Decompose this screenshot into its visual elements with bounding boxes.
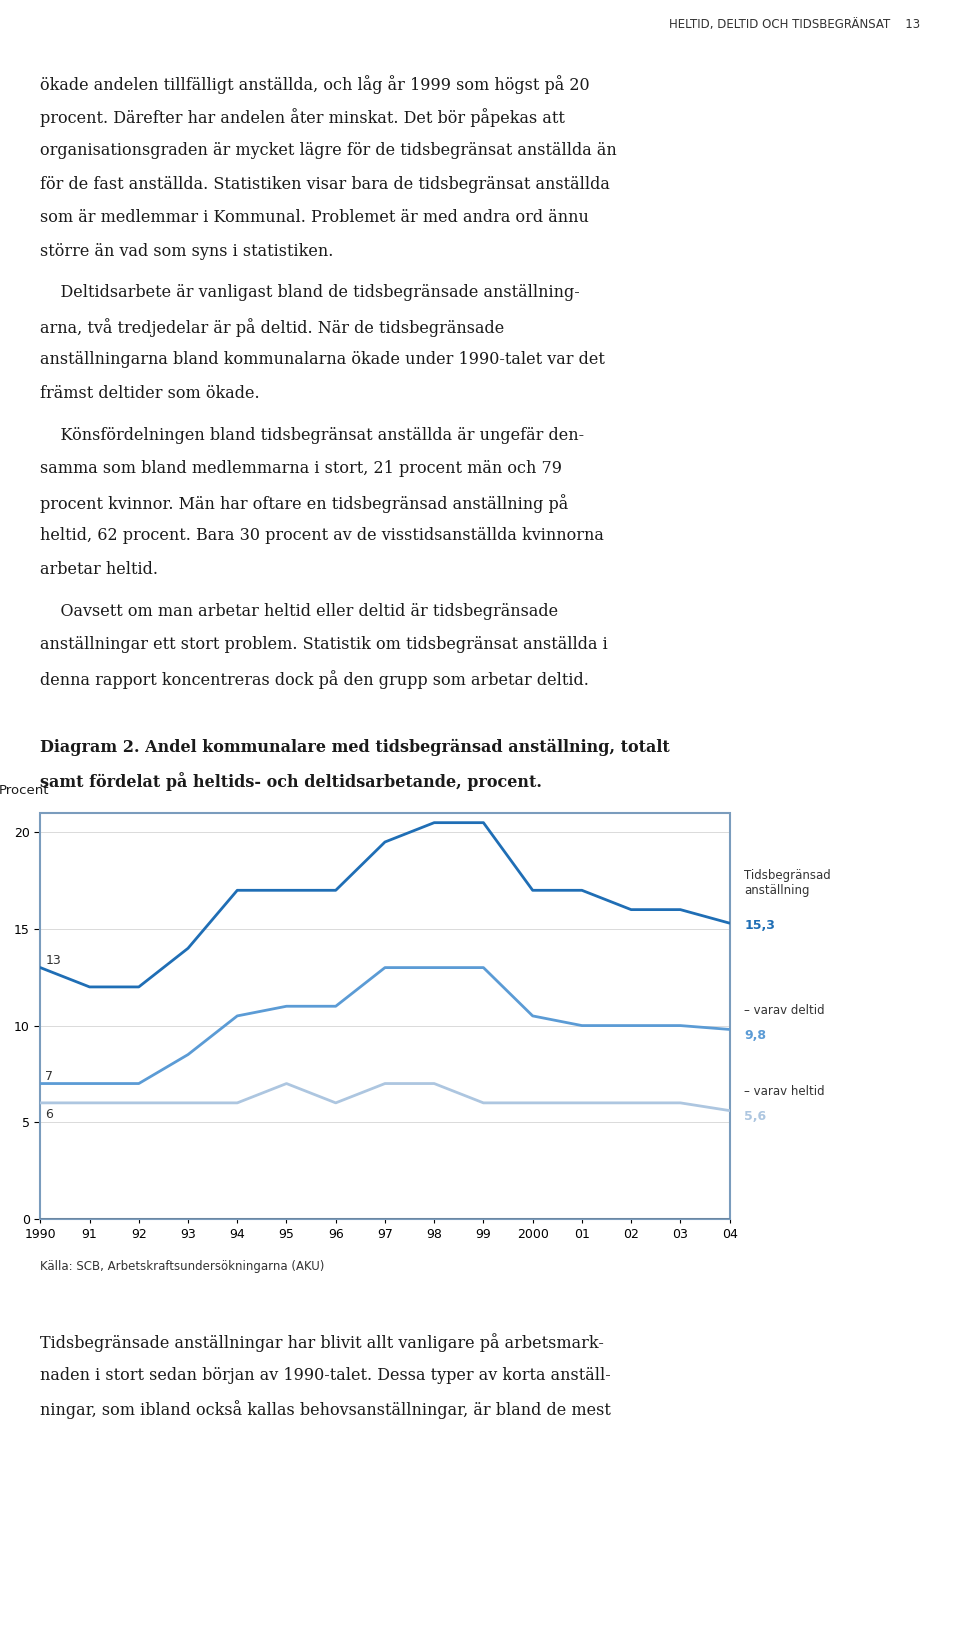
Text: Källa: SCB, Arbetskraftsundersökningarna (AKU): Källa: SCB, Arbetskraftsundersökningarna… — [40, 1260, 324, 1273]
Text: anställningar ett stort problem. Statistik om tidsbegränsat anställda i: anställningar ett stort problem. Statist… — [40, 636, 608, 653]
Text: Procent: Procent — [0, 784, 50, 797]
Text: anställningarna bland kommunalarna ökade under 1990-talet var det: anställningarna bland kommunalarna ökade… — [40, 352, 605, 368]
Text: Oavsett om man arbetar heltid eller deltid är tidsbegränsade: Oavsett om man arbetar heltid eller delt… — [40, 602, 559, 620]
Text: 13: 13 — [45, 954, 61, 967]
Text: denna rapport koncentreras dock på den grupp som arbetar deltid.: denna rapport koncentreras dock på den g… — [40, 669, 589, 689]
Text: samt fördelat på heltids- och deltidsarbetande, procent.: samt fördelat på heltids- och deltidsarb… — [40, 772, 542, 792]
Text: Tidsbegränsad
anställning: Tidsbegränsad anställning — [744, 869, 831, 897]
Text: 5,6: 5,6 — [744, 1111, 766, 1124]
Text: Diagram 2. Andel kommunalare med tidsbegränsad anställning, totalt: Diagram 2. Andel kommunalare med tidsbeg… — [40, 739, 670, 756]
Text: arbetar heltid.: arbetar heltid. — [40, 561, 158, 578]
Text: främst deltider som ökade.: främst deltider som ökade. — [40, 384, 260, 402]
Text: samma som bland medlemmarna i stort, 21 procent män och 79: samma som bland medlemmarna i stort, 21 … — [40, 460, 563, 478]
Text: – varav heltid: – varav heltid — [744, 1085, 825, 1098]
Text: naden i stort sedan början av 1990-talet. Dessa typer av korta anställ-: naden i stort sedan början av 1990-talet… — [40, 1368, 612, 1384]
Text: 6: 6 — [45, 1108, 53, 1121]
Text: som är medlemmar i Kommunal. Problemet är med andra ord ännu: som är medlemmar i Kommunal. Problemet ä… — [40, 209, 589, 226]
Text: HELTID, DELTID OCH TIDSBEGRÄNSAT    13: HELTID, DELTID OCH TIDSBEGRÄNSAT 13 — [668, 18, 920, 31]
Text: Tidsbegränsade anställningar har blivit allt vanligare på arbetsmark-: Tidsbegränsade anställningar har blivit … — [40, 1333, 604, 1353]
Text: Könsfördelningen bland tidsbegränsat anställda är ungefär den-: Könsfördelningen bland tidsbegränsat ans… — [40, 427, 585, 443]
Text: arna, två tredjedelar är på deltid. När de tidsbegränsade: arna, två tredjedelar är på deltid. När … — [40, 317, 505, 337]
Bar — [40, 813, 730, 1219]
Text: större än vad som syns i statistiken.: större än vad som syns i statistiken. — [40, 242, 334, 260]
Text: 15,3: 15,3 — [744, 919, 776, 933]
Text: – varav deltid: – varav deltid — [744, 1005, 825, 1018]
Text: organisationsgraden är mycket lägre för de tidsbegränsat anställda än: organisationsgraden är mycket lägre för … — [40, 142, 617, 159]
Text: heltid, 62 procent. Bara 30 procent av de visstidsanställda kvinnorna: heltid, 62 procent. Bara 30 procent av d… — [40, 527, 604, 545]
Text: procent. Därefter har andelen åter minskat. Det bör påpekas att: procent. Därefter har andelen åter minsk… — [40, 108, 565, 128]
Text: Deltidsarbete är vanligast bland de tidsbegränsade anställning-: Deltidsarbete är vanligast bland de tids… — [40, 285, 580, 301]
Text: ningar, som ibland också kallas behovsanställningar, är bland de mest: ningar, som ibland också kallas behovsan… — [40, 1400, 612, 1420]
Text: ökade andelen tillfälligt anställda, och låg år 1999 som högst på 20: ökade andelen tillfälligt anställda, och… — [40, 75, 590, 93]
Text: 7: 7 — [45, 1070, 53, 1083]
Text: procent kvinnor. Män har oftare en tidsbegränsad anställning på: procent kvinnor. Män har oftare en tidsb… — [40, 494, 568, 512]
Text: för de fast anställda. Statistiken visar bara de tidsbegränsat anställda: för de fast anställda. Statistiken visar… — [40, 175, 611, 193]
Text: 9,8: 9,8 — [744, 1029, 766, 1042]
